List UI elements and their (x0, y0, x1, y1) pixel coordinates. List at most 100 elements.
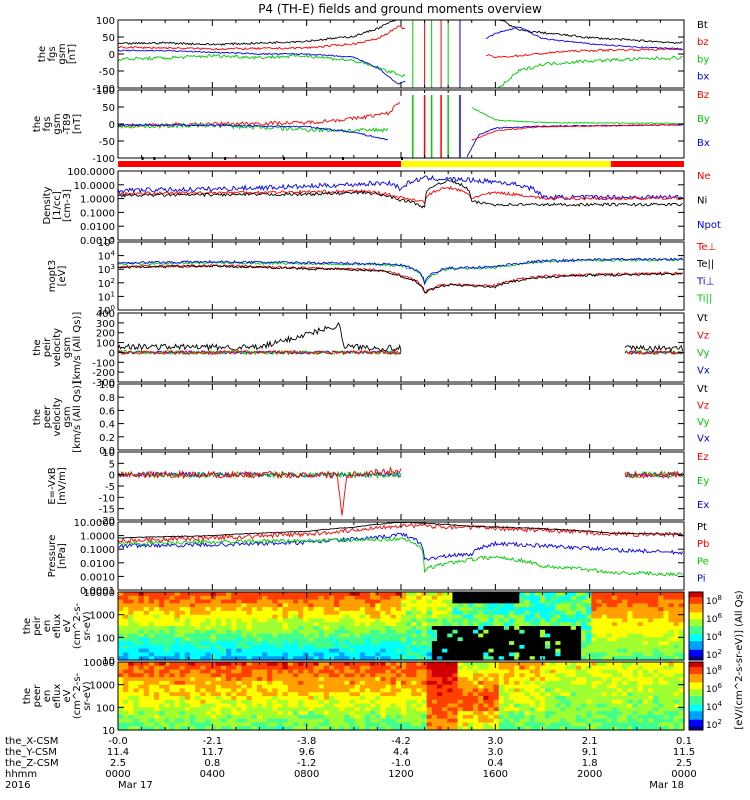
colorbar-step (689, 644, 703, 647)
heatmap-cell (565, 614, 572, 620)
heatmap-cell (539, 714, 546, 720)
heatmap-cell (390, 626, 397, 631)
colorbar-step (689, 684, 703, 687)
heatmap-cell (272, 714, 279, 720)
heatmap-cell (637, 652, 644, 657)
heatmap-cell (565, 633, 572, 638)
heatmap-cell (473, 680, 479, 686)
heatmap-cell (632, 603, 639, 608)
legend-vx: Vx (697, 365, 710, 376)
heatmap-cell (653, 665, 659, 671)
ion-spectrogram (118, 592, 685, 661)
heatmap-cell (478, 665, 484, 671)
heatmap-cell (169, 652, 176, 657)
heatmap-cell (159, 603, 165, 608)
heatmap-cell (601, 718, 608, 724)
heatmap-cell (658, 618, 665, 623)
colorbar-step (689, 672, 703, 675)
heatmap-cell (421, 599, 428, 604)
heatmap-cell (658, 652, 665, 657)
heatmap-cell (478, 648, 484, 654)
heatmap-cell (277, 711, 284, 716)
heatmap-cell (406, 637, 412, 642)
heatmap-cell (179, 665, 186, 671)
heatmap-cell (138, 641, 145, 646)
heatmap-cell (190, 629, 196, 635)
heatmap-cell (627, 718, 634, 724)
heatmap-cell (555, 692, 562, 697)
heatmap-cell (611, 603, 618, 608)
heatmap-cell (395, 629, 402, 635)
heatmap-cell (632, 718, 639, 724)
heatmap-cell (591, 677, 598, 682)
heatmap-cell (287, 684, 294, 690)
heatmap-cell (452, 637, 459, 642)
heatmap-cell (190, 626, 196, 631)
heatmap-cell (128, 633, 135, 638)
y-tick-exponent: 4 (111, 250, 116, 258)
heatmap-cell (195, 656, 201, 661)
heatmap-cell (401, 726, 407, 731)
heatmap-cell (226, 629, 232, 635)
heatmap-cell (503, 718, 510, 724)
heatmap-cell (498, 614, 505, 620)
heatmap-cell (534, 595, 541, 601)
heatmap-cell (653, 711, 659, 716)
heatmap-cell (462, 644, 469, 650)
heatmap-cell (375, 656, 382, 661)
heatmap-cell (457, 599, 464, 604)
heatmap-cell (190, 684, 196, 690)
heatmap-cell (169, 665, 176, 671)
heatmap-cell (220, 652, 227, 657)
heatmap-cell (529, 665, 536, 671)
heatmap-cell (298, 696, 304, 701)
heatmap-cell (493, 726, 500, 731)
heatmap-cell (431, 656, 438, 661)
heatmap-cell (174, 703, 181, 708)
heatmap-cell (210, 607, 217, 612)
frames-layer (117, 19, 704, 731)
heatmap-cell (555, 669, 562, 674)
y-axis-title: eflux (52, 684, 63, 709)
heatmap-cell (565, 603, 572, 608)
heatmap-cell (488, 673, 495, 678)
heatmap-cell (550, 614, 556, 620)
heatmap-cell (349, 707, 356, 712)
heatmap-cell (673, 673, 680, 678)
heatmap-cell (226, 618, 232, 623)
heatmap-cell (678, 711, 685, 716)
heatmap-cell (622, 592, 628, 597)
heatmap-cell (560, 637, 567, 642)
heatmap-cell (678, 718, 685, 724)
heatmap-cell (509, 622, 515, 627)
heatmap-cell (195, 652, 201, 657)
heatmap-cell (318, 603, 325, 608)
heatmap-cell (138, 595, 145, 601)
heatmap-cell (478, 707, 484, 712)
heatmap-cell (601, 644, 608, 650)
heatmap-cell (215, 688, 222, 693)
heatmap-cell (524, 669, 531, 674)
heatmap-cell (534, 629, 541, 635)
heatmap-cell (550, 680, 556, 686)
heatmap-cell (267, 652, 273, 657)
heatmap-cell (231, 665, 237, 671)
heatmap-cell (395, 633, 402, 638)
heatmap-cell (256, 696, 263, 701)
heatmap-cell (647, 677, 654, 682)
heatmap-cell (292, 707, 299, 712)
heatmap-cell (406, 614, 412, 620)
heatmap-cell (195, 699, 201, 705)
heatmap-cell (421, 622, 428, 627)
heatmap-cell (380, 714, 387, 720)
heatmap-cell (545, 637, 551, 642)
heatmap-cell (581, 618, 587, 623)
y-tick-label: 103 (98, 263, 115, 276)
heatmap-cell (143, 595, 150, 601)
heatmap-cell (498, 610, 505, 616)
heatmap-cell (653, 677, 659, 682)
heatmap-cell (431, 644, 438, 650)
heatmap-cell (256, 714, 263, 720)
series-p2-Bz-2 (471, 123, 683, 141)
heatmap-cell (447, 680, 454, 686)
